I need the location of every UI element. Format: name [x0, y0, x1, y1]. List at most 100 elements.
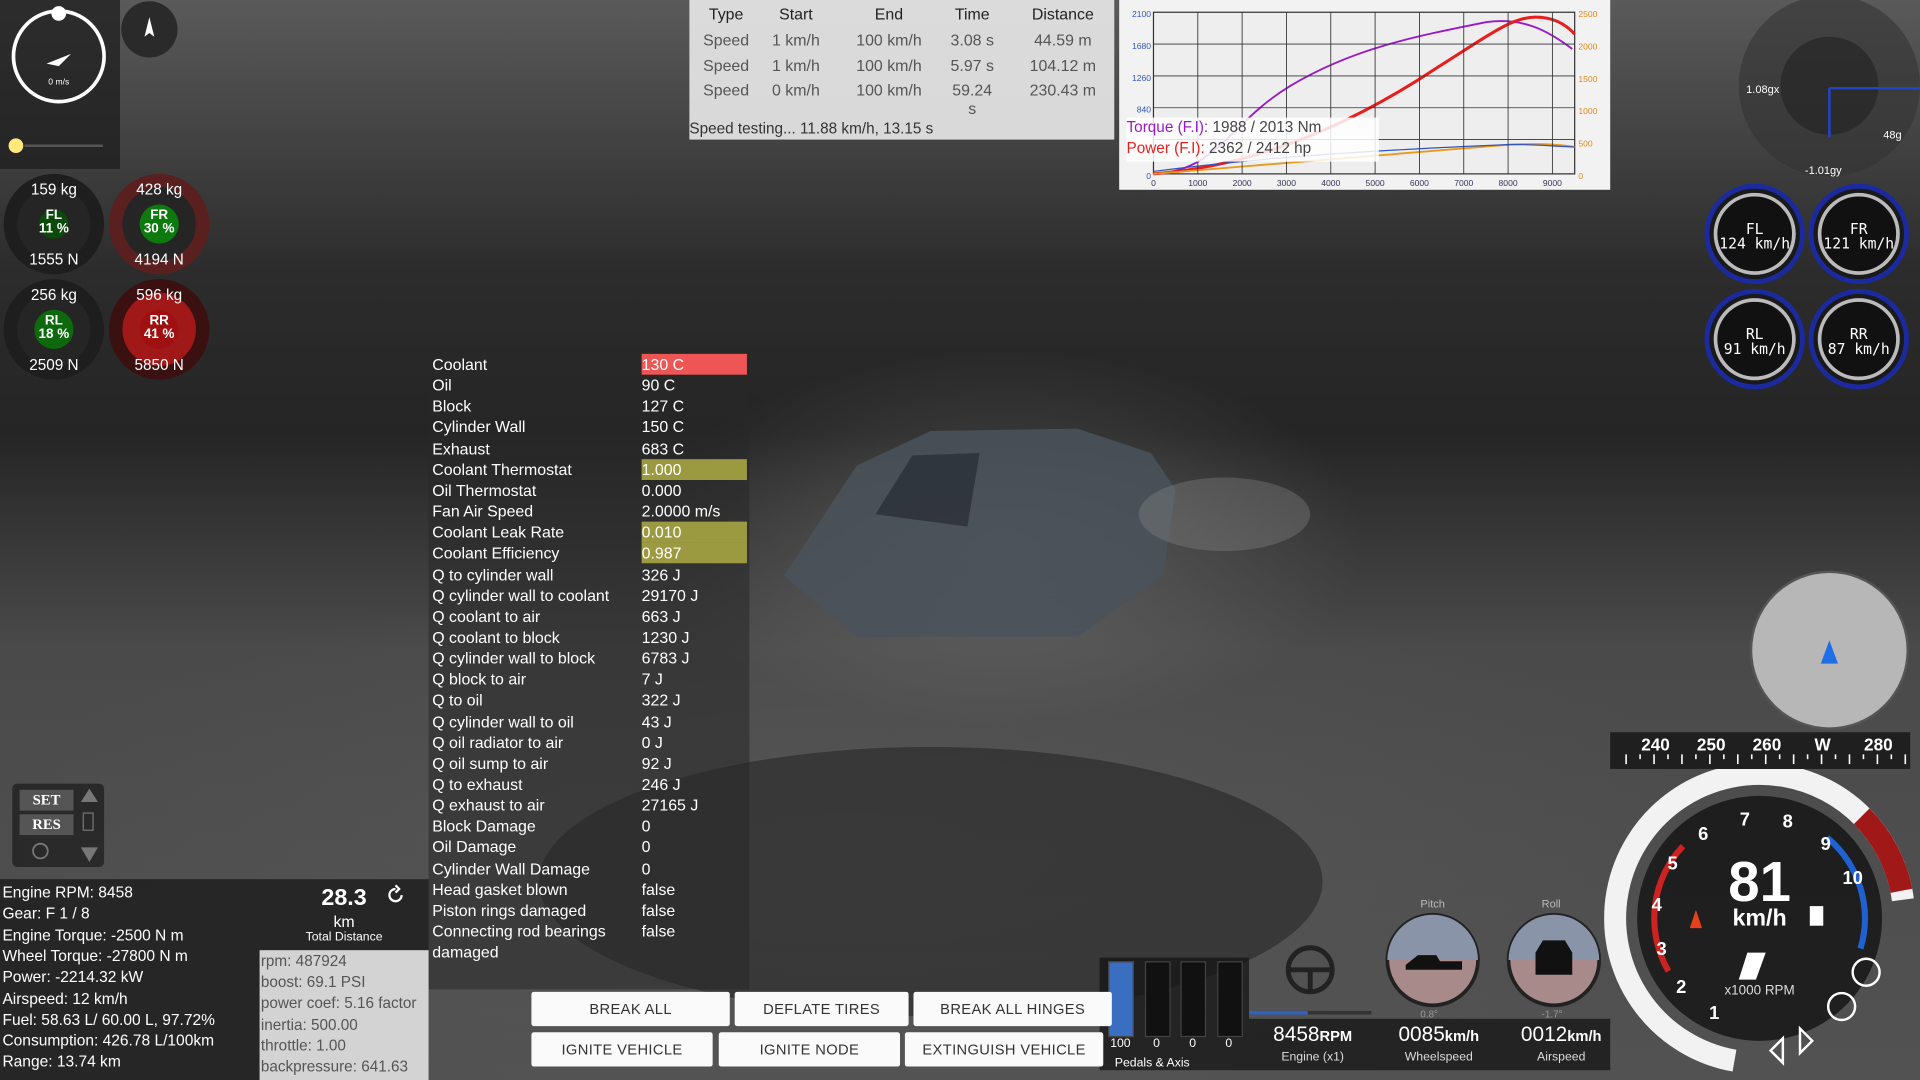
thermal-value: 0 J: [641, 733, 663, 752]
wheel-label: FR: [1849, 220, 1868, 238]
dyno-right-tick: 1500: [1578, 74, 1597, 84]
thermal-value: 127 C: [641, 397, 685, 416]
thermal-value: 29170 J: [641, 586, 699, 605]
readout: 0085km/h: [1384, 1022, 1494, 1046]
thermal-value: 43 J: [641, 712, 672, 731]
rpm-tick: 4: [1652, 894, 1663, 915]
pedal-value: 0: [1225, 1037, 1233, 1051]
dyno-x-tick: 8000: [1499, 178, 1518, 188]
trip-unit: km: [333, 912, 355, 931]
action-button[interactable]: EXTINGUISH VEHICLE: [904, 1032, 1104, 1067]
readout: 0012km/h: [1506, 1022, 1616, 1046]
dyno-right-tick: 1000: [1578, 106, 1597, 116]
wheel-speed-gauge: [1808, 183, 1909, 285]
cruise-set[interactable]: SET: [19, 789, 74, 811]
dyno-right-tick: 2000: [1578, 41, 1597, 51]
thermal-name: Q cylinder wall to oil: [432, 712, 574, 731]
load-gauge: [3, 173, 105, 275]
readout-unit: RPM: [1319, 1027, 1353, 1045]
table-cell: 104.12 m: [1029, 55, 1097, 75]
load-wheel: FL: [45, 208, 63, 223]
thermal-value: 0.010: [641, 521, 747, 543]
thermal-value: 150 C: [641, 418, 685, 437]
gforce-meter: [1738, 0, 1920, 177]
action-button[interactable]: IGNITE VEHICLE: [531, 1032, 713, 1067]
power-label: Power (F.I):: [1126, 139, 1205, 157]
thermal-name: Cylinder Wall Damage: [432, 859, 591, 878]
rpm-tick: 6: [1698, 823, 1708, 844]
dyno-panel: 2100 1680 1260 840 0 2500 2000 1500 1000 500 0 0 100…: [1119, 0, 1611, 190]
load-wheel: RL: [44, 313, 63, 329]
table-cell: 0 km/h: [772, 80, 820, 100]
pedal-bar: [1108, 961, 1134, 1038]
mini-speed-panel: 0 m/s: [0, 0, 120, 169]
debug-line: inertia: 500.00: [260, 1015, 358, 1033]
load-percent: 18 %: [38, 326, 70, 342]
compass-label: 250: [1696, 734, 1726, 755]
debug-line: power coef: 5.16 factor: [260, 994, 417, 1012]
stat-line: Range: 13.74 km: [2, 1053, 121, 1071]
reset-icon[interactable]: [384, 884, 406, 906]
thermal-value: 683 C: [641, 439, 685, 458]
readout: 8458RPM: [1258, 1022, 1368, 1046]
roll-value: -1.7°: [1541, 1008, 1563, 1020]
thermal-name: Q oil radiator to air: [432, 733, 564, 752]
load-percent: 41 %: [143, 326, 175, 342]
action-button[interactable]: DEFLATE TIRES: [734, 991, 909, 1027]
readout-value: 8458: [1273, 1022, 1320, 1046]
ring-inner: [1817, 298, 1900, 381]
speed-test-panel: Type Start End Time Distance Speed 1 km/h 100 k…: [689, 0, 1115, 140]
action-button[interactable]: BREAK ALL BREAKGROUPS: [531, 991, 730, 1052]
wheel-speed-gauge: [1704, 183, 1805, 285]
stat-line: Power: -2214.32 kW: [2, 968, 144, 986]
stat-line: Consumption: 426.78 L/100km: [2, 1032, 215, 1050]
thermal-name: Coolant Efficiency: [432, 544, 560, 563]
thermal-value: 0.987: [641, 542, 747, 564]
dyno-left-tick: 1260: [1132, 73, 1151, 83]
compass-ticks: [1625, 754, 1907, 765]
debug-line: backpressure: 641.63: [260, 1057, 409, 1076]
stats-panel: Engine RPM: 8458 Gear: F 1 / 8 Engine Torq…: [0, 879, 260, 1080]
speed-test-status: Speed testing... 11.88 km/h, 13.15 s: [689, 120, 934, 138]
cruise-icons: [32, 788, 98, 863]
load-core: [139, 204, 179, 244]
debug-line: rpm: 487924: [260, 952, 347, 970]
rpm-label: x1000 RPM: [1724, 982, 1794, 997]
readout-label: Airspeed: [1537, 1050, 1586, 1065]
pedal-bar: [1216, 961, 1243, 1038]
engine-debug-panel: rpm: 487924 boost: 69.1 PSI power coef: 5.…: [259, 950, 429, 1080]
thermal-name: Fan Air Speed: [432, 502, 534, 521]
gforce-y: -1.01gy: [1804, 164, 1842, 177]
mini-speed-gauge: [8, 6, 106, 154]
readout-label: Wheelspeed: [1404, 1050, 1473, 1065]
compass-label: 240: [1641, 734, 1670, 755]
stat-line: Fuel: 58.63 L/ 60.00 L, 97.72%: [2, 1011, 215, 1029]
wheel-speed: 91 km/h: [1723, 340, 1786, 358]
rpm-tick: 8: [1783, 811, 1793, 832]
action-button[interactable]: BREAK ALL HINGES: [913, 991, 1112, 1027]
dyno-x-tick: 1000: [1188, 178, 1207, 188]
thermal-value: 7 J: [641, 670, 663, 689]
thermal-name: Q oil sump to air: [432, 754, 549, 773]
dyno-x-tick: 7000: [1454, 178, 1473, 188]
table-cell: 100 km/h: [856, 30, 922, 49]
stat-line: Wheel Torque: -27800 N m: [2, 947, 188, 965]
readout-value: 0012: [1520, 1022, 1568, 1046]
thermal-name: Piston rings damaged: [432, 901, 587, 920]
thermal-value: 130 C: [641, 353, 747, 375]
torque-line: Torque (F.I): 1988 / 2013 Nm: [1127, 118, 1379, 139]
table-cell: 59.24 s: [952, 80, 993, 118]
torque-value: 1988 / 2013 Nm: [1212, 118, 1322, 136]
trip-panel: 28.3 km Total Distance: [259, 879, 429, 951]
thermal-name: Coolant: [432, 355, 488, 374]
thermal-name: Oil Damage: [432, 838, 517, 857]
table-header: Time: [954, 4, 990, 24]
table-cell: 5.97 s: [950, 55, 994, 75]
load-mass: 428 kg: [136, 181, 183, 199]
cruise-res[interactable]: RES: [19, 814, 74, 836]
action-button[interactable]: IGNITE NODE: [718, 1032, 900, 1067]
compass-label: 260: [1752, 734, 1782, 755]
load-percent: 30 %: [143, 221, 175, 237]
thermal-name: Block Damage: [432, 817, 536, 836]
thermal-name: Q coolant to air: [432, 607, 541, 626]
